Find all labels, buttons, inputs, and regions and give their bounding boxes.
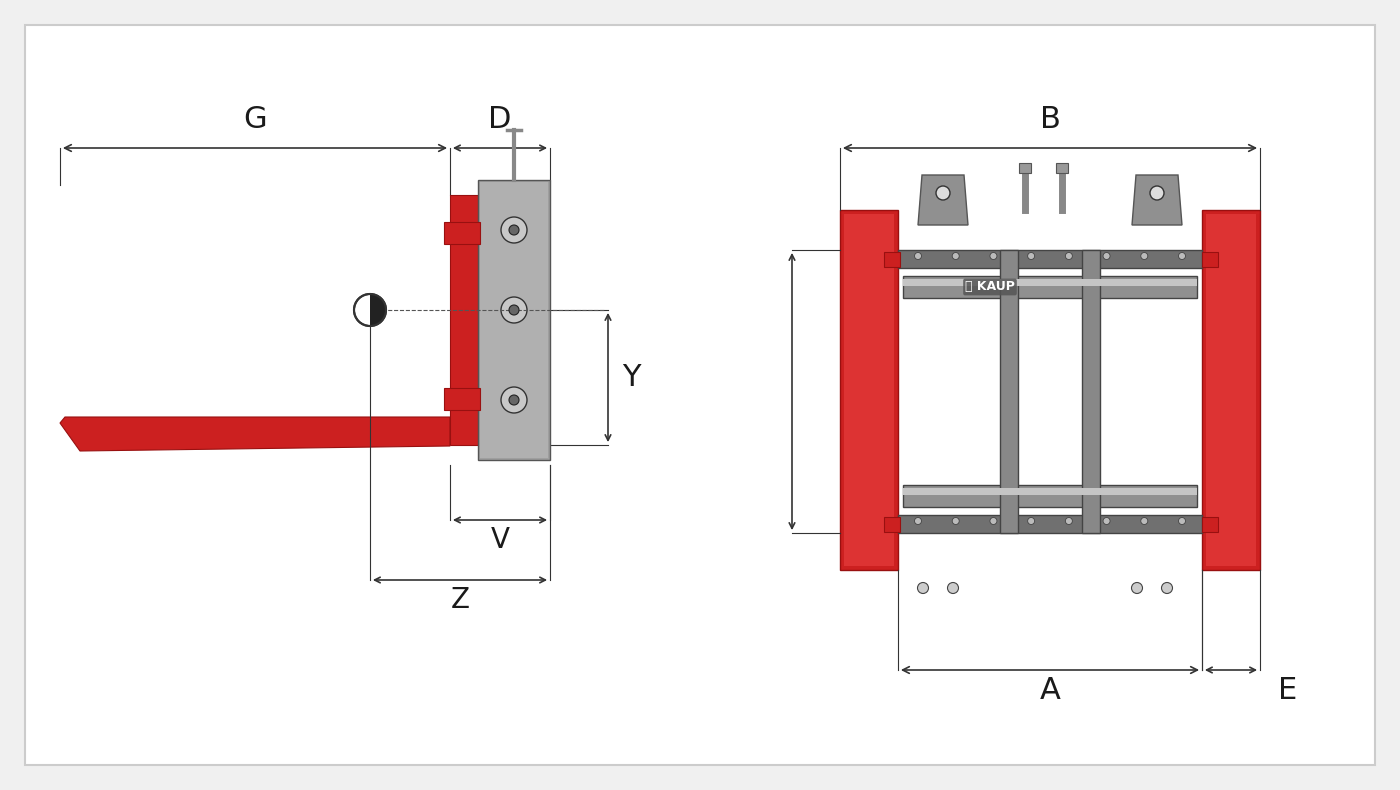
Circle shape xyxy=(1141,253,1148,259)
Circle shape xyxy=(354,294,386,326)
Bar xyxy=(1056,163,1068,173)
Circle shape xyxy=(501,297,526,323)
Circle shape xyxy=(952,253,959,259)
Circle shape xyxy=(914,517,921,525)
Circle shape xyxy=(952,517,959,525)
Bar xyxy=(477,180,550,460)
Bar xyxy=(897,515,1203,533)
Bar xyxy=(444,222,480,244)
Bar xyxy=(480,182,547,458)
Circle shape xyxy=(948,582,959,593)
Circle shape xyxy=(990,517,997,525)
Bar xyxy=(883,517,900,532)
Text: D: D xyxy=(489,105,511,134)
Polygon shape xyxy=(60,417,449,451)
Bar xyxy=(1203,517,1218,532)
Circle shape xyxy=(1065,517,1072,525)
Circle shape xyxy=(1141,517,1148,525)
Bar xyxy=(1203,210,1260,570)
Circle shape xyxy=(510,225,519,235)
Circle shape xyxy=(1103,253,1110,259)
Circle shape xyxy=(1028,253,1035,259)
Text: Z: Z xyxy=(451,586,469,614)
Wedge shape xyxy=(370,294,386,326)
Circle shape xyxy=(1179,517,1186,525)
Polygon shape xyxy=(918,175,967,225)
Circle shape xyxy=(510,395,519,405)
Text: A: A xyxy=(1040,676,1060,705)
Text: V: V xyxy=(490,526,510,554)
Circle shape xyxy=(501,387,526,413)
Circle shape xyxy=(1028,517,1035,525)
Circle shape xyxy=(1103,517,1110,525)
Bar xyxy=(1203,252,1218,267)
Circle shape xyxy=(1065,253,1072,259)
Bar xyxy=(1205,214,1256,566)
Text: B: B xyxy=(1040,105,1060,134)
Bar xyxy=(903,485,1197,507)
Bar xyxy=(444,388,480,410)
Text: Y: Y xyxy=(622,363,641,392)
Circle shape xyxy=(1179,253,1186,259)
Bar xyxy=(1082,250,1100,533)
Bar xyxy=(903,488,1197,495)
Bar xyxy=(840,210,897,570)
Bar xyxy=(903,279,1197,286)
Bar xyxy=(897,250,1203,268)
Polygon shape xyxy=(1133,175,1182,225)
Text: E: E xyxy=(1278,676,1298,705)
Bar xyxy=(449,195,477,445)
Text: G: G xyxy=(244,105,267,134)
Circle shape xyxy=(1162,582,1173,593)
Circle shape xyxy=(510,305,519,315)
Circle shape xyxy=(1149,186,1163,200)
Bar xyxy=(844,214,895,566)
Bar xyxy=(903,276,1197,298)
Bar xyxy=(1000,250,1018,533)
Circle shape xyxy=(937,186,951,200)
Circle shape xyxy=(990,253,997,259)
Bar xyxy=(883,252,900,267)
Circle shape xyxy=(1131,582,1142,593)
Text: Ⓚ KAUP: Ⓚ KAUP xyxy=(965,280,1015,294)
Circle shape xyxy=(917,582,928,593)
Circle shape xyxy=(914,253,921,259)
Circle shape xyxy=(501,217,526,243)
Bar xyxy=(1019,163,1030,173)
